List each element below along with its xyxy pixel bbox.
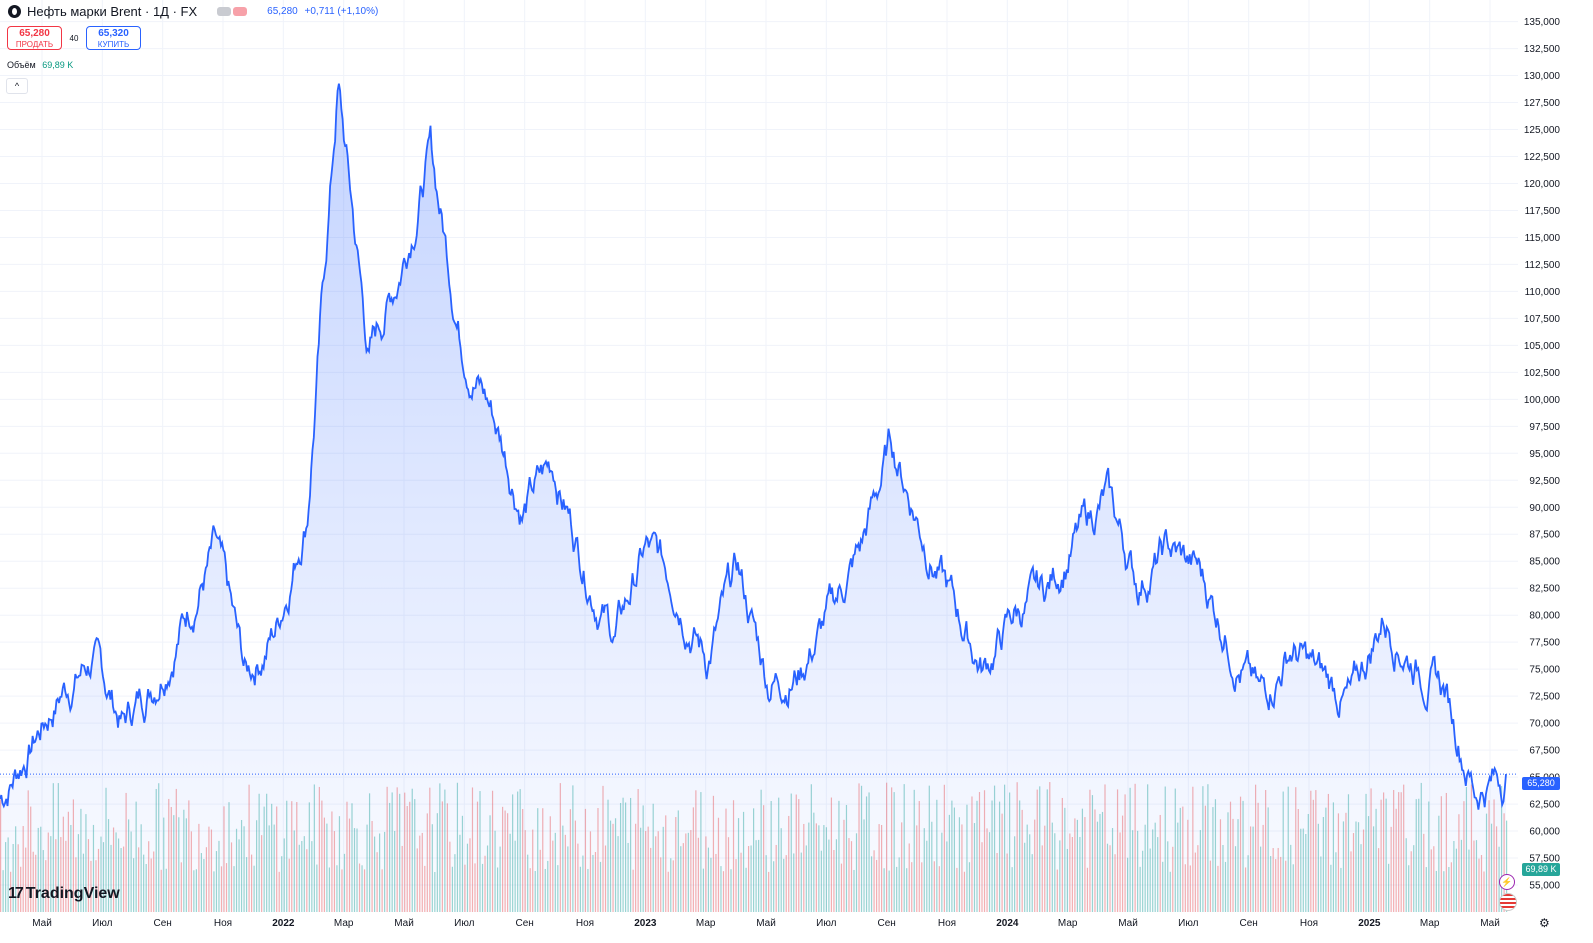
y-tick-label: 120,000 xyxy=(1524,179,1561,190)
buy-button[interactable]: 65,320 КУПИТЬ xyxy=(86,26,141,50)
y-tick-label: 95,000 xyxy=(1529,449,1560,460)
x-tick-label: Июл xyxy=(1178,918,1198,929)
price-line xyxy=(0,83,1507,810)
x-tick-label: Май xyxy=(32,918,52,929)
trade-panel: 65,280 ПРОДАТЬ 40 65,320 КУПИТЬ xyxy=(7,26,141,50)
x-tick-label: Сен xyxy=(1240,918,1258,929)
us-flag-icon[interactable] xyxy=(1499,893,1517,911)
y-tick-label: 85,000 xyxy=(1529,557,1560,568)
x-tick-label: Ноя xyxy=(214,918,232,929)
volume-value: 69,89 K xyxy=(42,60,74,70)
x-tick-label: Ноя xyxy=(576,918,594,929)
buy-label: КУПИТЬ xyxy=(97,40,130,49)
y-tick-label: 82,500 xyxy=(1529,584,1560,595)
y-tick-label: 130,000 xyxy=(1524,71,1561,82)
x-tick-label: Май xyxy=(756,918,776,929)
y-tick-label: 62,500 xyxy=(1529,800,1560,811)
logo-text: TradingView xyxy=(25,885,120,902)
last-price: 65,280 xyxy=(267,6,298,17)
y-tick-label: 125,000 xyxy=(1524,125,1561,136)
chevron-up-icon: ^ xyxy=(14,81,20,91)
x-tick-label: 2025 xyxy=(1358,918,1381,929)
x-tick-label: Мар xyxy=(696,918,716,929)
y-tick-label: 87,500 xyxy=(1529,530,1560,541)
y-tick-label: 80,000 xyxy=(1529,611,1560,622)
gear-icon[interactable]: ⚙ xyxy=(1539,916,1550,930)
buy-price: 65,320 xyxy=(98,28,129,39)
y-tick-label: 67,500 xyxy=(1529,746,1560,757)
x-tick-label: Ноя xyxy=(1300,918,1318,929)
y-tick-label: 117,500 xyxy=(1525,206,1561,217)
sell-button[interactable]: 65,280 ПРОДАТЬ xyxy=(7,26,62,50)
chart-title[interactable]: Нефть марки Brent · 1Д · FX xyxy=(27,4,198,19)
market-status-icon[interactable] xyxy=(217,7,248,16)
current-price-badge: 65,280 xyxy=(1522,777,1560,790)
y-tick-label: 135,000 xyxy=(1524,17,1561,28)
x-tick-label: 2024 xyxy=(996,918,1019,929)
y-tick-label: 112,500 xyxy=(1525,260,1561,271)
y-tick-label: 92,500 xyxy=(1529,476,1560,487)
spread-value: 40 xyxy=(69,33,79,43)
y-tick-label: 115,000 xyxy=(1525,233,1561,244)
x-tick-label: Мар xyxy=(334,918,354,929)
lightning-icon[interactable]: ⚡ xyxy=(1499,874,1515,890)
x-tick-label: Мар xyxy=(1420,918,1440,929)
sell-label: ПРОДАТЬ xyxy=(15,40,54,49)
x-tick-label: 2022 xyxy=(272,918,295,929)
symbol-header: Нефть марки Brent · 1Д · FX 65,280 +0,71… xyxy=(8,4,378,19)
y-tick-label: 57,500 xyxy=(1529,854,1560,865)
current-volume-badge: 69,89 K xyxy=(1522,863,1560,876)
volume-bar xyxy=(1506,820,1508,912)
volume-label: Объём xyxy=(7,60,36,70)
y-tick-label: 90,000 xyxy=(1529,503,1560,514)
x-tick-label: Май xyxy=(1118,918,1138,929)
volume-legend: Объём 69,89 K xyxy=(7,60,73,70)
price-change: +0,711 (+1,10%) xyxy=(304,6,379,17)
y-tick-label: 122,500 xyxy=(1524,152,1561,163)
x-tick-label: Сен xyxy=(154,918,172,929)
x-tick-label: Май xyxy=(1480,918,1500,929)
y-tick-label: 55,000 xyxy=(1529,881,1560,892)
tradingview-logo[interactable]: 17 TradingView xyxy=(8,885,120,903)
x-tick-label: Ноя xyxy=(938,918,956,929)
y-tick-label: 75,000 xyxy=(1529,665,1560,676)
y-tick-label: 105,000 xyxy=(1524,341,1561,352)
tradingview-mark-icon: 17 xyxy=(8,885,24,902)
y-tick-label: 100,000 xyxy=(1524,395,1561,406)
y-tick-label: 97,500 xyxy=(1529,422,1560,433)
y-tick-label: 60,000 xyxy=(1529,827,1560,838)
sell-price: 65,280 xyxy=(19,28,50,39)
y-tick-label: 102,500 xyxy=(1524,368,1561,379)
x-tick-label: Июл xyxy=(454,918,474,929)
x-tick-label: Сен xyxy=(878,918,896,929)
x-tick-label: Сен xyxy=(516,918,534,929)
y-tick-label: 70,000 xyxy=(1529,719,1560,730)
collapse-legend-button[interactable]: ^ xyxy=(6,78,28,94)
x-tick-label: Мар xyxy=(1058,918,1078,929)
y-tick-label: 77,500 xyxy=(1529,638,1560,649)
brent-symbol-icon xyxy=(8,5,21,18)
y-tick-label: 110,000 xyxy=(1525,287,1561,298)
x-tick-label: 2023 xyxy=(634,918,657,929)
x-tick-label: Июл xyxy=(816,918,836,929)
x-tick-label: Май xyxy=(394,918,414,929)
x-tick-label: Июл xyxy=(92,918,112,929)
price-area-fill xyxy=(0,83,1506,913)
y-tick-label: 132,500 xyxy=(1524,44,1561,55)
y-tick-label: 72,500 xyxy=(1529,692,1560,703)
last-price-info: 65,280 +0,711 (+1,10%) xyxy=(267,6,378,17)
y-tick-label: 107,500 xyxy=(1524,314,1561,325)
y-tick-label: 127,500 xyxy=(1524,98,1561,109)
